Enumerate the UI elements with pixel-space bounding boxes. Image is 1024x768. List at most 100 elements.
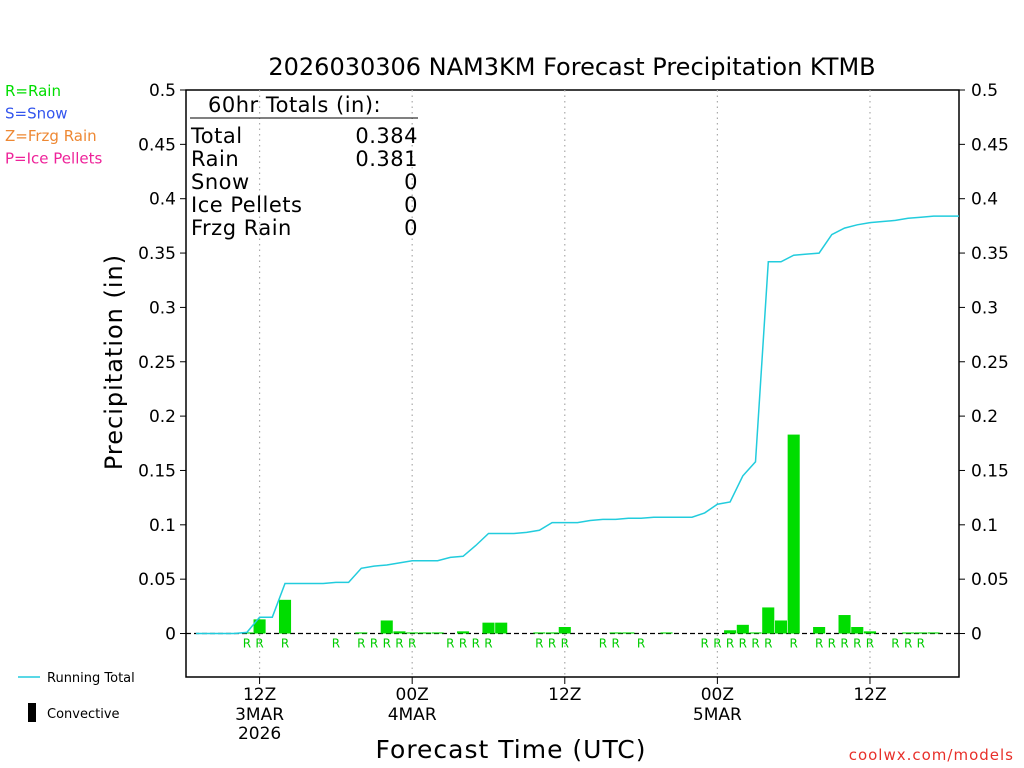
totals-row-value: 0.384 (355, 124, 418, 148)
x-tick-date: 5MAR (693, 705, 742, 725)
convective-bar (736, 624, 749, 634)
y-tick-label-right: 0.3 (971, 298, 998, 318)
x-tick-label: 12Z (853, 685, 886, 705)
legend-running-total-label: Running Total (47, 671, 135, 686)
y-tick-label: 0.45 (138, 135, 176, 155)
chart-title: 2026030306 NAM3KM Forecast Precipitation… (268, 53, 875, 81)
grid-lines (258, 90, 871, 677)
totals-row-label: Snow (191, 170, 250, 194)
x-tick-label: 12Z (548, 685, 581, 705)
y-tick-label-right: 0.05 (971, 570, 1009, 590)
y-tick-label: 0.3 (149, 298, 176, 318)
ptype-mark: R (917, 637, 925, 651)
totals-row-value: 0 (404, 193, 418, 217)
ptype-mark: R (751, 637, 759, 651)
convective-bar (406, 632, 419, 634)
ptype-mark: R (383, 637, 391, 651)
convective-bar (838, 615, 851, 634)
ptype-mark: R (853, 637, 861, 651)
totals-box: 60hr Totals (in): Total 0.384 Rain 0.381 Sno… (190, 93, 418, 240)
y-tick-label: 0 (165, 625, 176, 645)
running-total-line (196, 215, 959, 635)
ptype-mark: R (904, 637, 912, 651)
y-axis-right: 0 0.05 0.1 0.15 0.2 0.25 0.3 0.35 0.4 0.45 0.5 (959, 81, 1009, 645)
credit-link[interactable]: coolwx.com/models (849, 746, 1014, 764)
x-tick-label: 12Z (243, 685, 276, 705)
y-tick-label-right: 0.4 (971, 190, 998, 210)
ptype-mark: R (395, 637, 403, 651)
ptype-mark: R (713, 637, 721, 651)
convective-bar (546, 632, 559, 634)
plot-frame (185, 89, 960, 678)
ptype-mark: R (764, 637, 772, 651)
ptype-mark: R (599, 637, 607, 651)
x-axis-label: Forecast Time (UTC) (376, 735, 647, 764)
y-tick-label-right: 0.35 (971, 244, 1009, 264)
convective-bar (927, 632, 940, 634)
y-tick-label-right: 0.2 (971, 407, 998, 427)
y-tick-label-right: 0.25 (971, 353, 1009, 373)
x-tick-date: 3MAR (235, 705, 284, 725)
ptype-mark: R (700, 637, 708, 651)
series-legend: Running Total Convective (18, 671, 135, 722)
ptype-mark: R (535, 637, 543, 651)
ptype-mark: R (739, 637, 747, 651)
ptype-mark: R (332, 637, 340, 651)
ptype-mark: R (472, 637, 480, 651)
convective-bar (902, 632, 915, 634)
y-axis-label: Precipitation (in) (100, 254, 128, 470)
y-tick-label: 0.4 (149, 190, 176, 210)
y-tick-label: 0.2 (149, 407, 176, 427)
ptype-mark: R (281, 637, 289, 651)
y-tick-label-right: 0 (971, 625, 982, 645)
totals-row-label: Frzg Rain (191, 216, 292, 240)
ptype-legend-item: P=Ice Pellets (5, 150, 102, 168)
ptype-mark: R (484, 637, 492, 651)
convective-bar (863, 631, 877, 634)
convective-bar (558, 626, 571, 634)
convective-bar (431, 632, 444, 634)
y-tick-label: 0.1 (149, 516, 176, 536)
x-tick-date: 4MAR (388, 705, 437, 725)
convective-bar (393, 631, 406, 634)
y-tick-label: 0.15 (138, 461, 176, 481)
totals-row-label: Rain (191, 147, 239, 171)
ptype-mark: R (243, 637, 251, 651)
x-tick-label: 00Z (396, 685, 429, 705)
y-tick-label-right: 0.45 (971, 135, 1009, 155)
ptype-mark: R (611, 637, 619, 651)
ptype-legend-item: R=Rain (5, 82, 61, 100)
ptype-mark: R (548, 637, 556, 651)
totals-row-label: Ice Pellets (191, 193, 302, 217)
convective-bar (609, 632, 622, 634)
y-tick-label-right: 0.15 (971, 461, 1009, 481)
y-tick-label: 0.35 (138, 244, 176, 264)
convective-bar (724, 630, 737, 634)
ptype-legend-item: S=Snow (5, 105, 68, 123)
ptype-mark: R (370, 637, 378, 651)
convective-bar (533, 632, 546, 634)
y-tick-label: 0.25 (138, 353, 176, 373)
x-tick-label: 00Z (701, 685, 734, 705)
totals-row-value: 0 (404, 170, 418, 194)
ptype-mark: R (815, 637, 823, 651)
ptype-mark: R (828, 637, 836, 651)
convective-bar (813, 626, 826, 634)
y-tick-label: 0.05 (138, 570, 176, 590)
convective-bar (495, 622, 508, 634)
convective-bar (622, 632, 635, 634)
ptype-mark: R (446, 637, 454, 651)
ptype-mark: R (840, 637, 848, 651)
convective-bar (660, 632, 673, 634)
legend-convective-label: Convective (47, 707, 120, 722)
ptype-mark: R (357, 637, 365, 651)
convective-bar (482, 622, 495, 634)
ptype-mark: R (790, 637, 798, 651)
y-tick-label-right: 0.5 (971, 81, 998, 101)
x-tick-year: 2026 (238, 724, 281, 744)
convective-bar (418, 632, 431, 634)
convective-bars (240, 434, 940, 634)
